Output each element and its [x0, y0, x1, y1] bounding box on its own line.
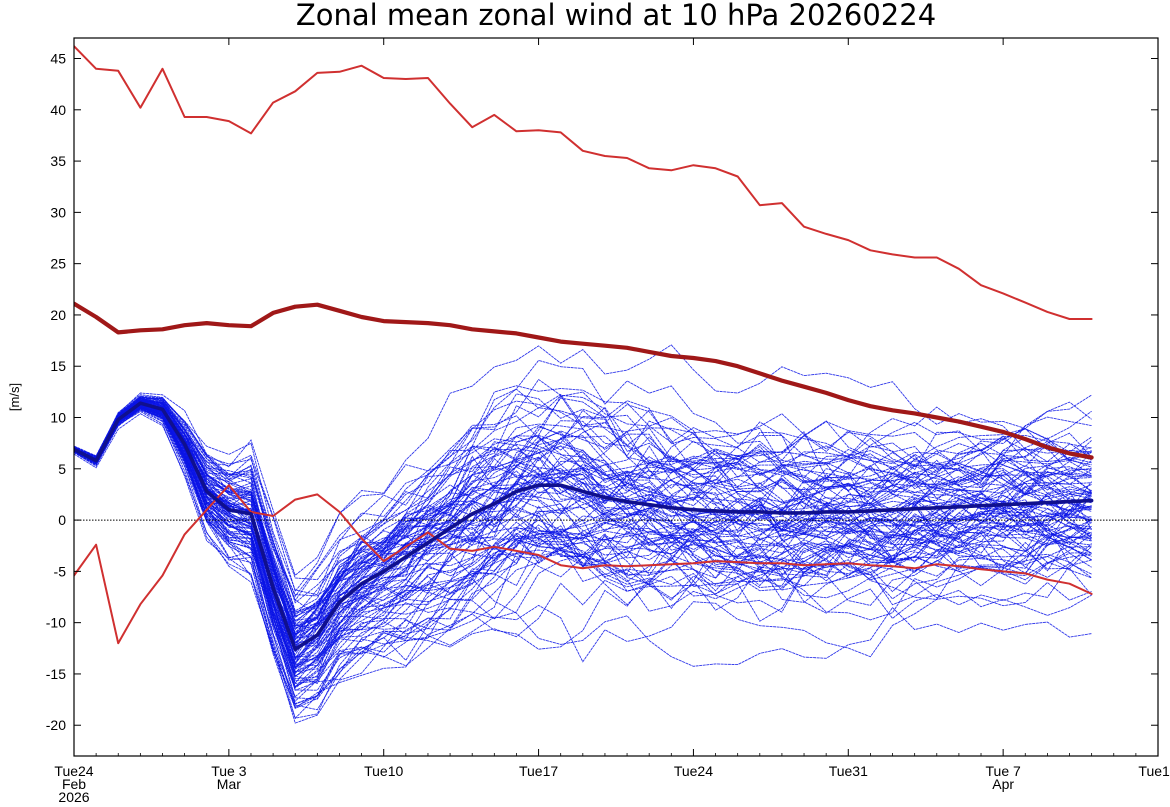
y-tick-label: 45 [50, 51, 66, 67]
ensemble-member-line [74, 399, 1092, 660]
ensemble-member-line [74, 397, 1092, 644]
x-tick-label: Tue24 [54, 763, 93, 779]
ensemble-member-line [74, 405, 1092, 673]
ensemble-member-line [74, 403, 1092, 661]
ensemble-member-line [74, 408, 1092, 719]
y-tick-label: 15 [50, 358, 66, 374]
ensemble-member-line [74, 397, 1092, 636]
ensemble-member-line [74, 399, 1092, 597]
ensemble-member-line [74, 398, 1092, 635]
ensemble-member-line [74, 391, 1092, 615]
y-tick-label: 35 [50, 153, 66, 169]
ensemble-member-line [74, 399, 1092, 619]
ensemble-member-line [74, 403, 1092, 678]
ensemble-member-line [74, 400, 1092, 617]
y-tick-label: 30 [50, 204, 66, 220]
ensemble-member-line [74, 393, 1092, 622]
ensemble-member-line [74, 404, 1092, 691]
ensemble-member-line [74, 407, 1092, 665]
ensemble-member-line [74, 400, 1092, 644]
y-tick-label: -20 [46, 717, 66, 733]
ensemble-member-line [74, 402, 1092, 648]
x-tick-label: Tue24 [674, 763, 713, 779]
ensemble-member-line [74, 406, 1092, 708]
ensemble-member-line [74, 413, 1092, 724]
ensemble-member-line [74, 385, 1092, 596]
ensemble-member-line [74, 359, 1092, 598]
y-tick-label: 5 [58, 461, 66, 477]
ensemble-member-line [74, 401, 1092, 612]
ensemble-member-line [74, 378, 1092, 593]
ensemble-member-line [74, 400, 1092, 625]
axes: 454035302520151050-5-10-15-20Tue24Feb202… [46, 37, 1170, 805]
y-axis-label: [m/s] [7, 383, 22, 411]
y-tick-label: 0 [58, 512, 66, 528]
y-tick-label: -5 [54, 563, 67, 579]
x-tick-label: Tue 7 [986, 763, 1021, 779]
x-tick-label: 2026 [58, 789, 89, 805]
series-line-clim-max [74, 45, 1093, 320]
ensemble-member-line [74, 406, 1092, 648]
ensemble-member-line [74, 404, 1092, 673]
ensemble-member-line [74, 409, 1092, 709]
y-tick-label: 40 [50, 102, 66, 118]
series-line-ens-mean [74, 401, 1094, 652]
ensemble-member-line [74, 408, 1092, 684]
series-line-clim-min [74, 484, 1093, 645]
ensemble-member-line [74, 408, 1092, 711]
series-lines [74, 45, 1094, 652]
ensemble-member-line [74, 396, 1092, 604]
y-tick-label: 20 [50, 307, 66, 323]
x-tick-label: Tue31 [829, 763, 868, 779]
x-tick-label: Mar [217, 776, 241, 792]
ensemble-member-line [74, 405, 1092, 667]
y-tick-label: 25 [50, 256, 66, 272]
y-tick-label: -10 [46, 615, 66, 631]
ensemble-member-line [74, 404, 1092, 660]
x-tick-label: Tue 3 [211, 763, 246, 779]
ensemble-member-line [74, 403, 1092, 641]
x-tick-label: Tue17 [519, 763, 558, 779]
series-line-clim-mean [74, 301, 1094, 460]
ensemble-member-line [74, 400, 1092, 635]
plot-frame [73, 37, 1159, 757]
ensemble-member-line [74, 405, 1092, 680]
ensemble-member-line [74, 397, 1092, 581]
x-tick-label: Apr [992, 776, 1014, 792]
ensemble-member-line [74, 408, 1092, 691]
x-tick-label: Tue10 [364, 763, 403, 779]
ensemble-member-line [74, 400, 1092, 629]
chart-title: Zonal mean zonal wind at 10 hPa 20260224 [296, 0, 936, 32]
ensemble-member-line [74, 403, 1092, 681]
ensemble-member-line [74, 407, 1092, 705]
x-tick-label: Tue14 [1138, 763, 1170, 779]
ensemble-member-line [74, 410, 1092, 720]
ensemble-member-line [74, 407, 1092, 656]
ensemble-member-line [74, 402, 1092, 659]
y-tick-label: 10 [50, 410, 66, 426]
ensemble-member-line [74, 406, 1092, 703]
x-tick-label: Feb [62, 776, 86, 792]
y-tick-label: -15 [46, 666, 66, 682]
